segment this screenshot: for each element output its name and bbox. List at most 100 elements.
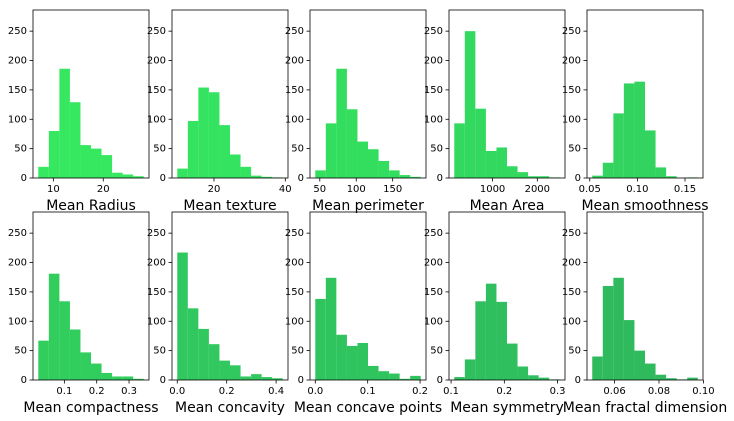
x-axis-label: Mean Area	[470, 198, 545, 214]
bar	[389, 170, 400, 178]
x-axis-label: Mean symmetry	[450, 400, 564, 416]
x-tick-label: 150	[383, 184, 402, 195]
bar	[80, 352, 92, 380]
y-tick-label: 150	[147, 85, 166, 96]
bar	[133, 176, 144, 178]
x-tick-label: 40	[279, 184, 292, 195]
bar	[410, 375, 421, 380]
y-tick-label: 150	[562, 85, 581, 96]
x-tick-label: 2000	[525, 184, 550, 195]
y-tick-label: 50	[291, 144, 304, 155]
bar	[389, 373, 400, 380]
bar	[538, 176, 550, 178]
y-tick-label: 250	[285, 228, 304, 239]
bar	[315, 298, 326, 380]
bar	[198, 328, 209, 380]
bar	[198, 87, 209, 178]
bar	[634, 81, 645, 178]
y-tick-label: 250	[8, 228, 27, 239]
bar	[378, 160, 390, 178]
x-tick-label: 0.2	[496, 386, 512, 397]
axes-frame	[586, 211, 704, 381]
bar	[475, 108, 486, 178]
y-tick-label: 150	[147, 287, 166, 298]
bar	[517, 172, 529, 178]
bar	[496, 301, 507, 380]
x-tick-label: 0.06	[603, 386, 625, 397]
y-tick-label: 250	[424, 228, 443, 239]
axes-frame	[171, 9, 289, 179]
x-axis-label: Mean Radius	[46, 198, 136, 214]
x-tick-label: 0.1	[443, 386, 459, 397]
y-tick-label: 200	[147, 56, 166, 67]
y-tick-label: 150	[285, 85, 304, 96]
bar	[592, 175, 603, 178]
bar	[454, 123, 465, 178]
axes-frame	[32, 211, 150, 381]
bar	[59, 68, 70, 178]
x-tick-label: 50	[313, 184, 326, 195]
x-tick-label: 0.15	[674, 184, 696, 195]
bar	[357, 342, 368, 380]
bar	[623, 83, 635, 178]
y-tick-label: 200	[562, 258, 581, 269]
bar	[655, 374, 667, 380]
x-tick-label: 0.10	[692, 386, 714, 397]
bar	[602, 286, 614, 380]
x-tick-label: 20	[97, 184, 110, 195]
y-tick-label: 100	[147, 114, 166, 125]
y-tick-label: 50	[568, 144, 581, 155]
bar	[69, 102, 81, 178]
y-tick-label: 0	[21, 375, 27, 386]
x-axis-label: Mean fractal dimension	[563, 400, 728, 416]
bar	[101, 155, 113, 178]
bar	[91, 363, 102, 380]
bar	[623, 320, 635, 380]
bar	[507, 343, 518, 380]
y-tick-label: 0	[298, 173, 304, 184]
y-tick-label: 50	[430, 144, 443, 155]
y-tick-label: 0	[575, 375, 581, 386]
bar	[454, 377, 465, 380]
axes-frame	[32, 9, 150, 179]
axes-frame	[586, 9, 704, 179]
y-tick-label: 250	[8, 26, 27, 37]
x-tick-label: 0.3	[121, 386, 137, 397]
bar	[315, 170, 326, 178]
bar	[410, 176, 421, 178]
bar	[112, 376, 123, 380]
y-tick-label: 200	[562, 56, 581, 67]
x-tick-label: 0.08	[648, 386, 670, 397]
x-tick-label: 0.0	[307, 386, 323, 397]
axes-frame	[448, 9, 566, 179]
y-tick-label: 0	[437, 173, 443, 184]
y-tick-label: 0	[21, 173, 27, 184]
x-tick-label: 20	[208, 184, 221, 195]
bar	[346, 345, 358, 380]
bar	[80, 145, 92, 178]
y-tick-label: 100	[562, 114, 581, 125]
y-tick-label: 200	[285, 56, 304, 67]
bar	[666, 378, 677, 380]
y-tick-label: 100	[424, 316, 443, 327]
bar	[399, 175, 411, 178]
bar	[122, 376, 134, 380]
x-tick-label: 10	[47, 184, 60, 195]
bar	[48, 131, 60, 178]
y-tick-label: 100	[285, 114, 304, 125]
bar	[485, 150, 497, 178]
y-tick-label: 150	[562, 287, 581, 298]
bar	[496, 147, 507, 178]
x-tick-label: 0.2	[89, 386, 105, 397]
x-tick-label: 100	[347, 184, 366, 195]
bar	[230, 154, 241, 178]
bar	[219, 125, 230, 178]
y-tick-label: 250	[147, 26, 166, 37]
x-axis-label: Mean concave points	[294, 400, 442, 416]
bar	[59, 301, 70, 380]
y-tick-label: 200	[424, 56, 443, 67]
bar	[399, 378, 411, 380]
bar	[240, 166, 252, 178]
bar	[122, 174, 134, 178]
y-tick-label: 200	[285, 258, 304, 269]
